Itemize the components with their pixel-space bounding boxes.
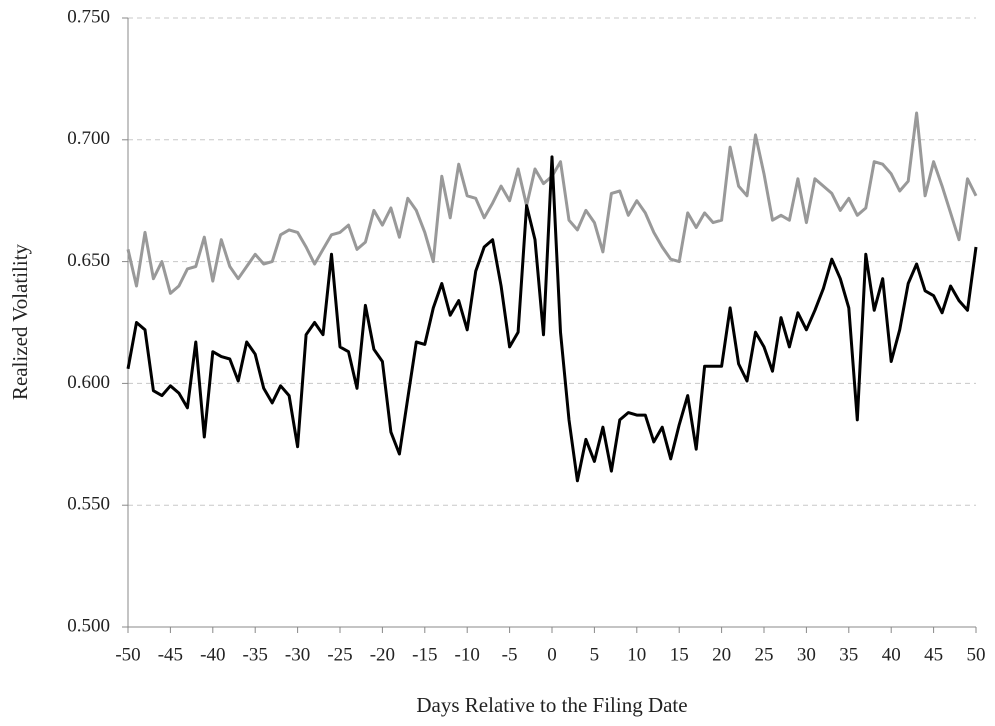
x-tick-label: -10 <box>455 644 480 665</box>
y-tick-label: 0.700 <box>67 128 110 149</box>
x-tick-label: 45 <box>924 644 943 665</box>
y-axis-title: Realized Volatility <box>8 243 32 400</box>
x-tick-label: 40 <box>882 644 901 665</box>
y-tick-label: 0.550 <box>67 494 110 515</box>
x-tick-label: 35 <box>839 644 858 665</box>
x-tick-label: 50 <box>967 644 986 665</box>
x-tick-label: -20 <box>370 644 395 665</box>
x-tick-label: 20 <box>712 644 731 665</box>
y-tick-label: 0.600 <box>67 372 110 393</box>
x-tick-label: -35 <box>243 644 268 665</box>
x-tick-label: -5 <box>502 644 518 665</box>
y-tick-label: 0.650 <box>67 250 110 271</box>
x-axis-title: Days Relative to the Filing Date <box>416 693 687 717</box>
x-tick-label: 15 <box>670 644 689 665</box>
x-tick-label: -50 <box>115 644 140 665</box>
x-tick-label: -45 <box>158 644 183 665</box>
x-tick-label: -40 <box>200 644 225 665</box>
line-series <box>126 155 978 483</box>
x-tick-label: -15 <box>412 644 437 665</box>
y-tick-label: 0.750 <box>67 6 110 27</box>
x-tick-label: 0 <box>547 644 557 665</box>
x-tick-label: -30 <box>285 644 310 665</box>
x-tick-label: 25 <box>755 644 774 665</box>
x-tick-label: 10 <box>627 644 646 665</box>
x-tick-label: 30 <box>797 644 816 665</box>
x-tick-label: -25 <box>327 644 352 665</box>
x-tick-label: 5 <box>590 644 600 665</box>
y-tick-label: 0.500 <box>67 615 110 636</box>
